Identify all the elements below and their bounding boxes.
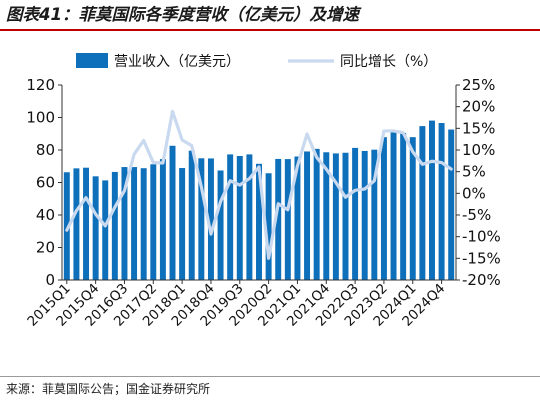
right-tick-label: -20% (462, 271, 501, 289)
left-tick-label: 80 (36, 141, 55, 159)
right-tick-label: -10% (462, 228, 501, 246)
revenue-bar (159, 159, 166, 280)
revenue-bar (448, 129, 455, 280)
revenue-bar (256, 163, 262, 280)
left-tick-label: 0 (45, 271, 55, 289)
revenue-bar (73, 168, 80, 280)
title-rule (0, 29, 540, 31)
right-tick-label: 20% (462, 98, 495, 116)
revenue-bar (284, 159, 291, 280)
revenue-bar (332, 153, 339, 280)
revenue-bar (265, 173, 272, 280)
revenue-bar (342, 152, 349, 280)
revenue-bar (63, 172, 70, 280)
legend-bar-swatch (76, 53, 108, 68)
revenue-bar (83, 167, 90, 280)
revenue-bar (438, 123, 445, 280)
revenue-bar (390, 131, 397, 280)
revenue-bar (169, 145, 176, 280)
revenue-bar (207, 158, 214, 280)
revenue-bar (323, 152, 330, 280)
revenue-bar (236, 156, 243, 280)
right-tick-label: 15% (462, 119, 495, 137)
revenue-bar (380, 137, 387, 280)
revenue-bar (400, 132, 407, 280)
left-tick-label: 40 (36, 206, 55, 224)
revenue-bar (275, 158, 282, 280)
growth-line-layer (65, 109, 453, 260)
revenue-bar (217, 170, 224, 280)
revenue-bar (188, 150, 195, 280)
revenue-bar (179, 168, 186, 280)
left-tick-label: 120 (26, 76, 55, 94)
right-tick-label: -5% (462, 206, 491, 224)
revenue-bars (63, 120, 455, 280)
revenue-bar (429, 120, 435, 280)
source-note: 来源：菲莫国际公告；国金证券研究所 (6, 382, 211, 396)
revenue-bar (102, 180, 109, 280)
revenue-bar (409, 137, 416, 280)
right-tick-label: -15% (462, 249, 501, 267)
revenue-bar (419, 126, 426, 280)
revenue-bar (352, 147, 359, 280)
right-tick-label: 0% (462, 184, 486, 202)
revenue-bar (92, 176, 99, 280)
legend-line-label: 同比增长（%） (340, 54, 437, 70)
revenue-bar (246, 154, 253, 280)
left-tick-label: 60 (36, 174, 55, 192)
growth-line (65, 109, 453, 260)
revenue-bar (111, 171, 118, 280)
revenue-bar (121, 167, 128, 280)
revenue-bar (140, 168, 147, 280)
source-rule (0, 376, 540, 377)
figure-title: 图表41：菲莫国际各季度营收（亿美元）及增速 (6, 5, 359, 24)
revenue-bar (131, 167, 138, 280)
right-tick-label: 25% (462, 76, 495, 94)
revenue-bar (304, 151, 311, 280)
right-tick-label: 10% (462, 141, 495, 159)
revenue-bar (198, 158, 205, 280)
left-tick-label: 100 (26, 109, 55, 127)
revenue-bar (371, 149, 378, 280)
revenue-bar (361, 150, 368, 280)
combo-chart: 0 20 40 60 80 100 120 -20% -15% -10% -5% 0% 5% 10% 15%… (24, 53, 501, 330)
revenue-bar (150, 164, 157, 280)
left-tick-label: 20 (36, 239, 55, 257)
chart-legend: 营业收入（亿美元） 同比增长（%） (76, 53, 437, 70)
revenue-bar (227, 154, 234, 280)
revenue-bar (294, 156, 301, 280)
right-tick-label: 5% (462, 163, 486, 181)
legend-bar-label: 营业收入（亿美元） (114, 54, 240, 70)
revenue-bar (313, 148, 320, 280)
